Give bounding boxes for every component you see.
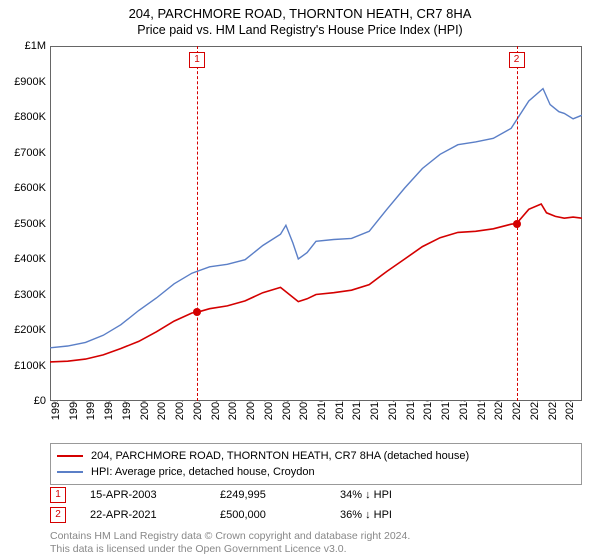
legend-label-property: 204, PARCHMORE ROAD, THORNTON HEATH, CR7…	[91, 450, 469, 462]
sale-price-1: £249,995	[220, 489, 300, 501]
sales-row-2: 2 22-APR-2021 £500,000 36% ↓ HPI	[50, 505, 432, 525]
y-tick-label: £700K	[14, 147, 46, 159]
sales-table: 1 15-APR-2003 £249,995 34% ↓ HPI 2 22-AP…	[50, 485, 432, 525]
y-tick-label: £200K	[14, 324, 46, 336]
legend-row-property: 204, PARCHMORE ROAD, THORNTON HEATH, CR7…	[57, 448, 575, 464]
legend-swatch-hpi	[57, 471, 83, 473]
sale-marker-2: 2	[50, 507, 66, 523]
y-tick-label: £100K	[14, 360, 46, 372]
vline-marker: 2	[509, 52, 525, 68]
sale-price-2: £500,000	[220, 509, 300, 521]
line-series-svg	[50, 46, 582, 401]
legend-row-hpi: HPI: Average price, detached house, Croy…	[57, 464, 575, 480]
y-tick-label: £0	[34, 395, 46, 407]
y-tick-label: £300K	[14, 289, 46, 301]
sale-marker-1: 1	[50, 487, 66, 503]
sale-point-dot	[193, 308, 201, 316]
legend: 204, PARCHMORE ROAD, THORNTON HEATH, CR7…	[50, 443, 582, 485]
y-tick-label: £1M	[25, 40, 46, 52]
sale-date-1: 15-APR-2003	[90, 489, 180, 501]
sale-date-2: 22-APR-2021	[90, 509, 180, 521]
sale-delta-1: 34% ↓ HPI	[340, 489, 392, 501]
sale-delta-2: 36% ↓ HPI	[340, 509, 392, 521]
y-tick-label: £600K	[14, 182, 46, 194]
legend-label-hpi: HPI: Average price, detached house, Croy…	[91, 466, 315, 478]
chart-container: 204, PARCHMORE ROAD, THORNTON HEATH, CR7…	[0, 0, 600, 560]
title-main: 204, PARCHMORE ROAD, THORNTON HEATH, CR7…	[0, 6, 600, 21]
title-sub: Price paid vs. HM Land Registry's House …	[0, 23, 600, 37]
y-tick-label: £400K	[14, 253, 46, 265]
legend-swatch-property	[57, 455, 83, 457]
y-tick-label: £500K	[14, 218, 46, 230]
y-tick-label: £800K	[14, 111, 46, 123]
y-tick-label: £900K	[14, 76, 46, 88]
vline-marker: 1	[189, 52, 205, 68]
footer: Contains HM Land Registry data © Crown c…	[50, 530, 410, 556]
sales-row-1: 1 15-APR-2003 £249,995 34% ↓ HPI	[50, 485, 432, 505]
footer-line-2: This data is licensed under the Open Gov…	[50, 543, 410, 556]
footer-line-1: Contains HM Land Registry data © Crown c…	[50, 530, 410, 543]
title-block: 204, PARCHMORE ROAD, THORNTON HEATH, CR7…	[0, 0, 600, 37]
sale-point-dot	[513, 220, 521, 228]
